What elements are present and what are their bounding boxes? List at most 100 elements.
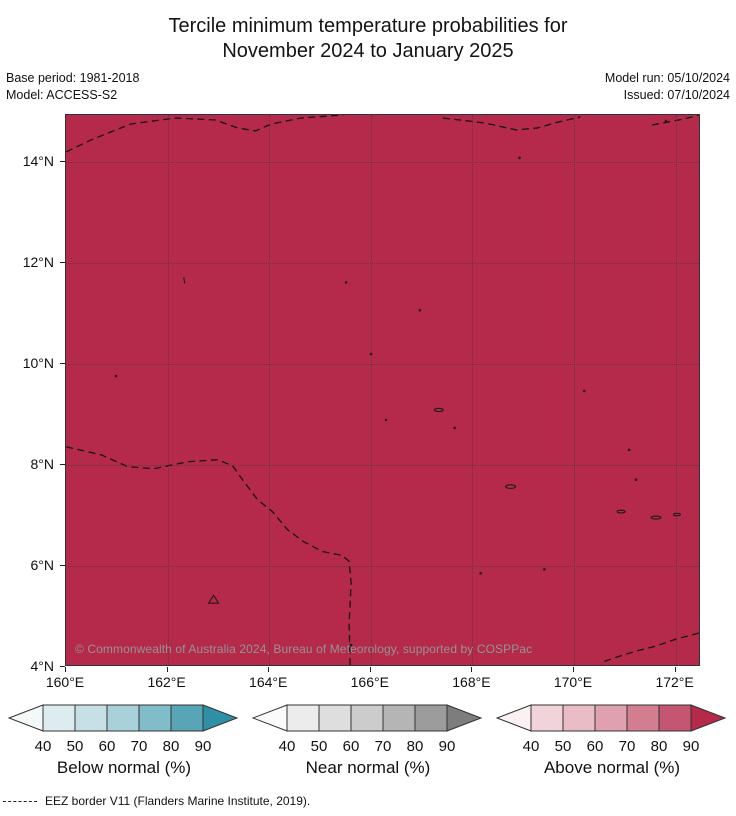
x-tick-mark [369,667,371,672]
issued-label: Issued: 07/10/2024 [623,88,730,102]
colorbar-label: Below normal (%) [56,758,192,777]
y-tick-mark [60,564,65,566]
gridline-vertical [269,115,271,665]
x-tick-mark [573,667,574,672]
colorbar-label: Near normal (%) [305,758,431,777]
title-line-2: November 2024 to January 2025 [222,40,514,62]
colorbar-tick-label: 40 [35,738,52,755]
colorbar-tick-label: 90 [683,738,700,755]
map-canvas: © Commonwealth of Australia 2024, Bureau… [65,114,700,666]
gridline-vertical [574,115,575,665]
model-run-label: Model run: 05/10/2024 [604,71,730,85]
x-tick-mark [65,667,66,672]
colorbar-box [530,704,564,732]
x-axis: 160°E 162°E 164°E 166°E 168°E 170°E 172°E [46,667,700,693]
colorbar-tick-label: 80 [407,738,424,755]
colorbar-box [594,704,628,732]
y-tick-mark [60,160,65,162]
x-tick-label: 172°E [655,674,694,690]
colorbar-arrow-right [202,704,239,732]
gridline-horizontal [66,161,699,163]
colorbar-label: Above normal (%) [543,758,681,777]
colorbar-tick-label: 80 [651,738,668,755]
colorbar-box [42,704,76,732]
colorbar-box [382,704,416,732]
dashed-line-swatch [3,800,37,802]
colorbar-tick-label: 60 [99,738,116,755]
colorbar-box [170,704,204,732]
colorbar-arrow-right [446,704,483,732]
base-period-label: Base period: 1981-2018 [6,71,140,85]
x-tick-label: 162°E [147,674,186,690]
title-line-1: Tercile minimum temperature probabilitie… [168,15,568,37]
x-tick-mark [471,667,473,672]
colorbar-box [286,704,320,732]
y-axis: 14°N 12°N 10°N 8°N 6°N 4°N [3,114,65,674]
colorbar-above-normal: 40 50 60 70 80 90 Above normal (%) [494,704,730,778]
colorbar-tick-label: 40 [279,738,296,755]
colorbar-graphic: 40 50 60 70 80 90 [251,704,483,755]
gridline-horizontal [66,262,699,264]
copyright-note: © Commonwealth of Australia 2024, Bureau… [75,642,533,656]
y-tick-mark [60,666,65,667]
x-tick-label: 170°E [553,674,593,690]
y-tick-label: 4°N [30,658,55,674]
colorbar-tick-label: 70 [619,738,636,755]
y-tick-label: 10°N [22,354,54,371]
gridline-horizontal [66,363,699,365]
colorbar-near-normal: 40 50 60 70 80 90 Near normal (%) [250,704,486,778]
colorbar-box [658,704,692,732]
eez-borders-overlay [66,115,699,665]
y-tick-mark [60,261,65,263]
colorbar-tick-label: 40 [523,738,540,755]
x-tick-label: 164°E [249,674,288,690]
colorbar-below-normal: 40 50 60 70 80 90 Below normal (%) [6,704,242,778]
colorbar-tick-label: 70 [131,738,148,755]
colorbar-box [626,704,660,732]
colorbar-box [414,704,448,732]
colorbar-box [562,704,596,732]
colorbar-tick-label: 60 [343,738,360,755]
gridline-horizontal [66,464,699,466]
colorbar-graphic: 40 50 60 70 80 90 [495,704,727,755]
colorbar-box [106,704,140,732]
gridline-vertical [675,115,677,665]
gridline-horizontal [66,565,699,567]
colorbar-tick-label: 50 [311,738,328,755]
colorbar-graphic: 40 50 60 70 80 90 [7,704,239,755]
x-tick-mark [268,667,270,672]
model-label: Model: ACCESS-S2 [6,88,118,102]
y-tick-label: 14°N [22,152,54,169]
x-tick-label: 160°E [45,674,85,690]
x-tick-label: 168°E [452,674,491,690]
colorbar-tick-label: 90 [195,738,212,755]
y-tick-mark [60,362,65,364]
colorbar-arrow-right [690,704,727,732]
y-tick-mark [60,463,65,465]
colorbar-box [138,704,172,732]
page-title: Tercile minimum temperature probabilitie… [0,0,736,64]
map-area: 14°N 12°N 10°N 8°N 6°N 4°N [23,114,700,690]
colorbar-tick-label: 50 [67,738,84,755]
x-tick-label: 166°E [350,674,389,690]
legend-row: 40 50 60 70 80 90 Below normal (%) 40 50 60 70 80… [0,704,736,778]
colorbar-box [74,704,108,732]
eez-legend-note: EEZ border V11 (Flanders Marine Institut… [0,794,736,808]
gridline-vertical [167,115,169,665]
x-tick-mark [166,667,168,672]
colorbar-arrow-left [251,704,288,732]
colorbar-box [350,704,384,732]
y-tick-label: 6°N [30,556,55,573]
colorbar-tick-label: 60 [587,738,604,755]
meta-left: Base period: 1981-2018 Model: ACCESS-S2 [6,70,139,104]
y-tick-label: 12°N [22,253,54,270]
colorbar-box [318,704,352,732]
colorbar-tick-label: 50 [555,738,572,755]
island-outlines [114,119,681,647]
meta-row: Base period: 1981-2018 Model: ACCESS-S2 … [0,64,736,104]
gridline-vertical [472,115,474,665]
meta-right: Model run: 05/10/2024 Issued: 07/10/2024 [605,70,730,104]
eez-legend-text: EEZ border V11 (Flanders Marine Institut… [45,794,311,808]
x-tick-mark [674,667,676,672]
